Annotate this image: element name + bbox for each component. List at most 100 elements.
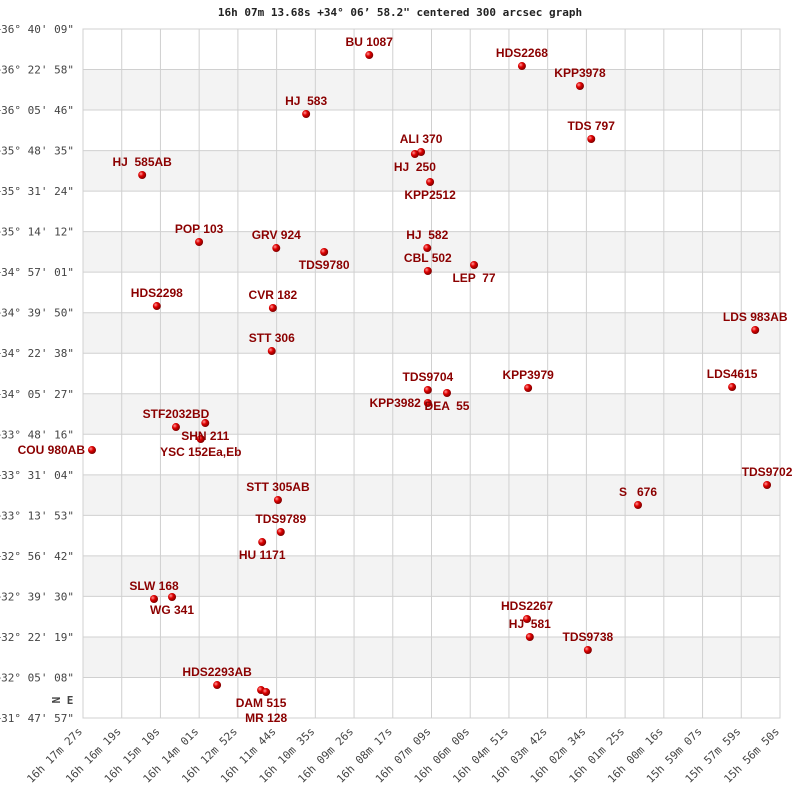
compass-north-label: N: [49, 697, 62, 704]
star-point: [470, 260, 479, 269]
star-point: [583, 646, 592, 655]
star-label: GRV 924: [252, 228, 301, 242]
y-tick-label: +32° 05' 08": [0, 671, 74, 684]
star-label: HDS2267: [501, 599, 553, 613]
y-tick-label: +32° 56' 42": [0, 550, 74, 563]
star-point: [195, 238, 204, 247]
star-point: [417, 148, 426, 157]
star-label: DAM 515: [236, 696, 287, 710]
star-label: KPP3978: [554, 66, 606, 80]
star-point: [517, 62, 526, 71]
star-point: [365, 51, 374, 60]
y-tick-label: +36° 05' 46": [0, 104, 74, 117]
star-point: [423, 386, 432, 395]
star-label: TDS9738: [563, 630, 614, 644]
star-point: [268, 303, 277, 312]
y-tick-label: +35° 31' 24": [0, 185, 74, 198]
star-point: [423, 244, 432, 253]
star-point: [320, 247, 329, 256]
star-point: [423, 399, 432, 408]
star-label: KPP3979: [502, 368, 554, 382]
star-label: CVR 182: [249, 288, 298, 302]
star-point: [426, 177, 435, 186]
star-point: [587, 134, 596, 143]
star-point: [423, 267, 432, 276]
star-point: [267, 347, 276, 356]
star-point: [213, 681, 222, 690]
star-label: TDS9704: [402, 370, 453, 384]
star-point: [524, 384, 533, 393]
star-label: TDS9780: [299, 258, 350, 272]
star-label: HJ 250: [394, 160, 436, 174]
star-point: [258, 538, 267, 547]
star-label: KPP2512: [404, 188, 456, 202]
y-tick-label: +32° 22' 19": [0, 631, 74, 644]
star-label: HJ 585AB: [112, 155, 172, 169]
star-point: [751, 325, 760, 334]
star-point: [196, 435, 205, 444]
y-tick-label: +35° 14' 12": [0, 226, 74, 239]
chart-title: 16h 07m 13.68s +34° 06’ 58.2" centered 3…: [217, 6, 583, 19]
y-tick-label: +34° 05' 27": [0, 388, 74, 401]
star-label: STF2032BD: [143, 407, 210, 421]
star-point: [728, 383, 737, 392]
star-label: TDS9789: [255, 512, 306, 526]
star-label: COU 980AB: [18, 443, 86, 457]
star-label: HDS2293AB: [182, 665, 252, 679]
y-tick-label: +34° 57' 01": [0, 266, 74, 279]
star-point: [410, 150, 419, 159]
star-label: HDS2268: [496, 46, 548, 60]
star-point: [201, 419, 210, 428]
star-label: ALI 370: [400, 132, 443, 146]
star-label: HJ 583: [285, 94, 327, 108]
star-label: YSC 152Ea,Eb: [160, 445, 241, 459]
y-tick-label: +36° 22' 58": [0, 64, 74, 77]
y-tick-label: +33° 31' 04": [0, 469, 74, 482]
star-label: WG 341: [150, 603, 194, 617]
star-point: [168, 592, 177, 601]
y-tick-label: +33° 13' 53": [0, 509, 74, 522]
star-label: DEA 55: [425, 399, 470, 413]
star-point: [523, 615, 532, 624]
star-point: [273, 496, 282, 505]
y-tick-label: +36° 40' 09": [0, 23, 74, 36]
star-label: LDS 983AB: [723, 310, 788, 324]
star-label: POP 103: [175, 222, 224, 236]
star-point: [634, 500, 643, 509]
star-label: SLW 168: [129, 579, 179, 593]
y-tick-label: +34° 22' 38": [0, 347, 74, 360]
star-point: [575, 81, 584, 90]
star-point: [138, 170, 147, 179]
y-tick-label: +35° 48' 35": [0, 145, 74, 158]
star-label: HJ 581: [509, 617, 551, 631]
plot-border: [82, 28, 781, 719]
star-label: S 676: [619, 485, 657, 499]
y-tick-label: +31° 47' 57": [0, 712, 74, 725]
star-label: BU 1087: [346, 35, 394, 49]
star-label: HJ 582: [406, 228, 448, 242]
star-label: LEP 77: [452, 271, 495, 285]
star-label: TDS 797: [568, 119, 616, 133]
star-label: CBL 502: [404, 251, 452, 265]
star-point: [272, 244, 281, 253]
star-point: [442, 388, 451, 397]
star-point: [262, 688, 271, 697]
star-point: [276, 527, 285, 536]
star-label: HU 1171: [239, 548, 286, 562]
y-tick-label: +34° 39' 50": [0, 307, 74, 320]
star-point: [149, 595, 158, 604]
compass-east-label: E: [67, 694, 74, 707]
star-point: [152, 302, 161, 311]
star-label: HDS2298: [131, 286, 183, 300]
star-label: MR 128: [245, 711, 287, 725]
y-tick-label: +32° 39' 30": [0, 590, 74, 603]
star-point: [525, 633, 534, 642]
star-point: [171, 423, 180, 432]
star-point: [88, 446, 97, 455]
star-point: [302, 110, 311, 119]
star-label: LDS4615: [707, 367, 758, 381]
star-label: SHN 211: [181, 429, 229, 443]
star-label: KPP3982: [369, 396, 421, 410]
star-label: STT 305AB: [246, 480, 310, 494]
